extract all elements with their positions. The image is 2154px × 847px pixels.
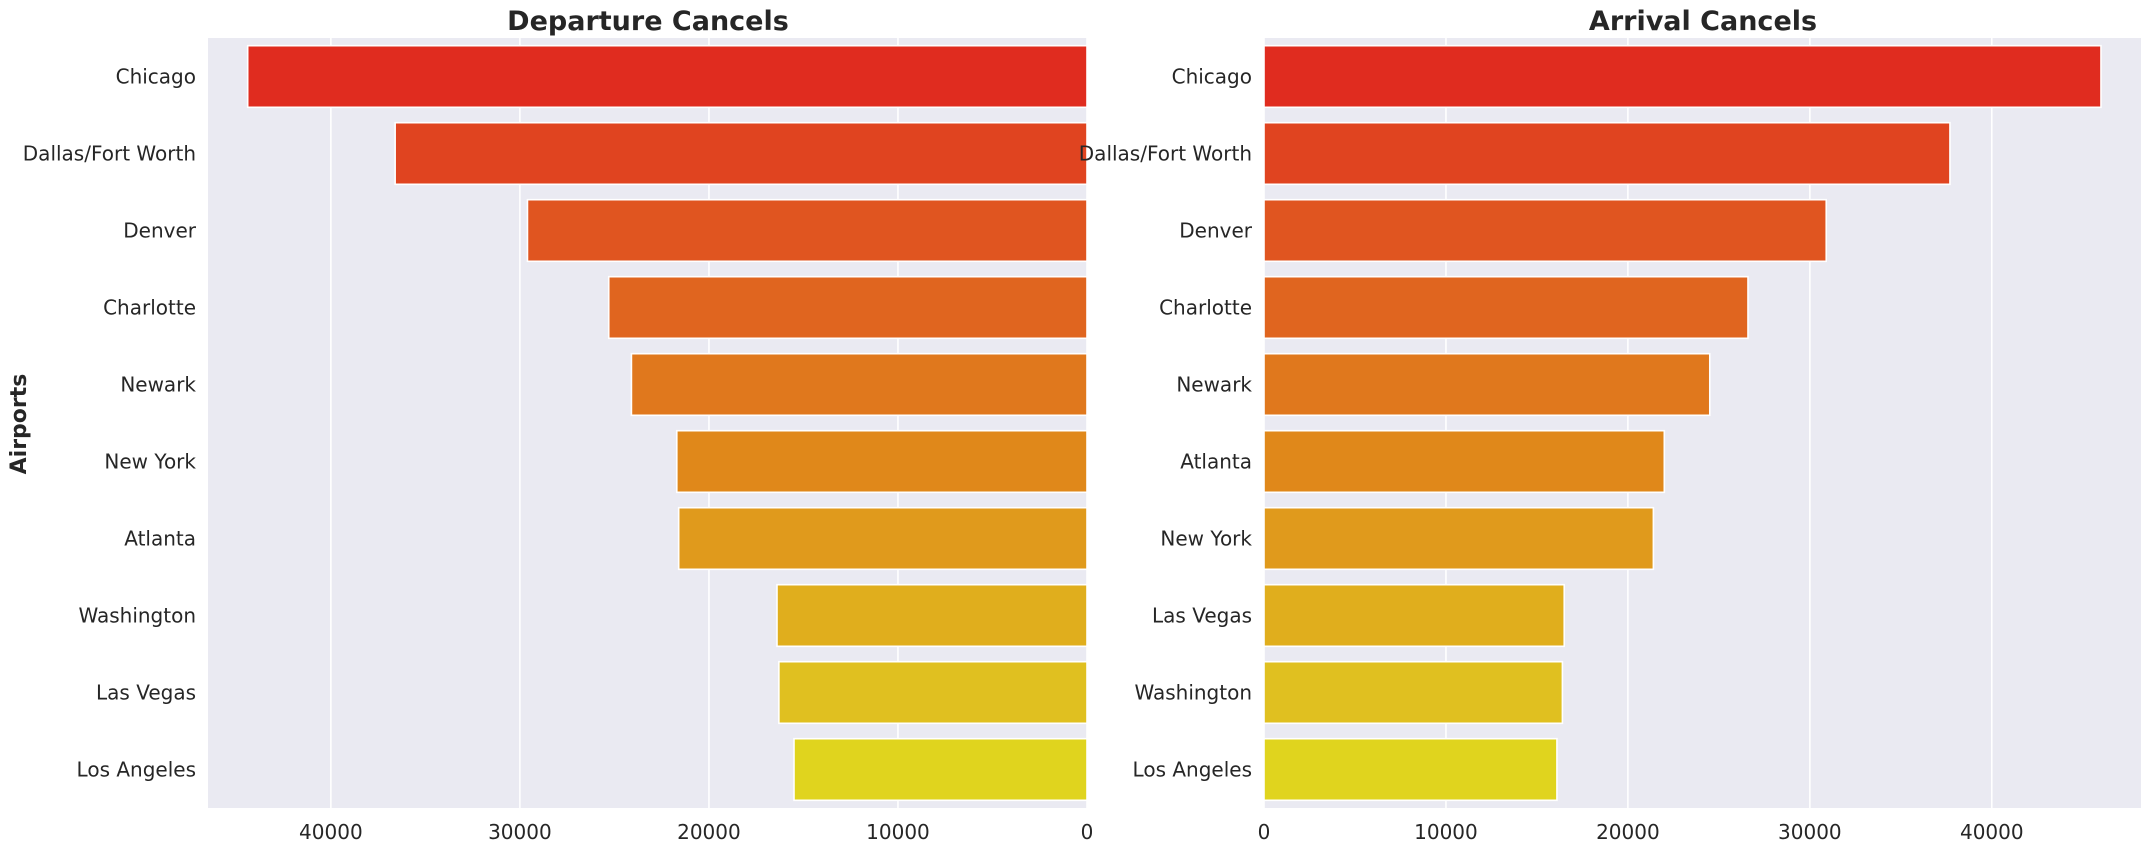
- left-category-label: Atlanta: [124, 527, 196, 551]
- left-category-label: Denver: [123, 219, 197, 243]
- left-bar-dallas-fort-worth: [394, 121, 1088, 186]
- right-category-label: Newark: [1176, 373, 1252, 397]
- left-bar-chicago: [246, 44, 1088, 109]
- departure-chart: 40000 30000 20000 10000 0 Chicago Dallas/Fort …: [23, 38, 1094, 844]
- left-category-label: Los Angeles: [77, 758, 196, 782]
- right-x-tick-label: 40000: [1960, 820, 2024, 844]
- left-category-label: Chicago: [116, 65, 196, 89]
- left-category-label: Las Vegas: [96, 681, 196, 705]
- right-bar-los-angeles: [1263, 737, 1558, 802]
- left-bar-new-york: [675, 429, 1088, 494]
- right-category-label: Denver: [1179, 219, 1253, 243]
- left-category-label: Dallas/Fort Worth: [23, 142, 196, 166]
- right-category-label: Dallas/Fort Worth: [1079, 142, 1252, 166]
- left-x-tick-label: 30000: [488, 820, 552, 844]
- left-bar-charlotte: [607, 275, 1088, 340]
- left-x-tick-label: 0: [1081, 820, 1094, 844]
- right-category-label: New York: [1160, 527, 1252, 551]
- left-bar-denver: [526, 198, 1088, 263]
- left-category-label: New York: [104, 450, 196, 474]
- right-category-label: Los Angeles: [1133, 758, 1252, 782]
- right-bar-denver: [1263, 198, 1828, 263]
- left-x-tick-label: 40000: [299, 820, 363, 844]
- right-x-tick-label: 10000: [1414, 820, 1478, 844]
- left-category-label: Charlotte: [103, 296, 196, 320]
- right-bar-atlanta: [1263, 429, 1666, 494]
- right-x-tick-label: 0: [1258, 820, 1271, 844]
- right-x-tick-label: 30000: [1778, 820, 1842, 844]
- left-x-tick-label: 20000: [677, 820, 741, 844]
- right-bar-new-york: [1263, 506, 1655, 571]
- right-x-tick-label: 20000: [1596, 820, 1660, 844]
- right-bar-charlotte: [1263, 275, 1749, 340]
- left-bar-los-angeles: [793, 737, 1088, 802]
- arrival-chart: 0 10000 20000 30000 40000 Chicago Dallas/Fort …: [1079, 38, 2141, 844]
- right-bar-dallas-fort-worth: [1263, 121, 1951, 186]
- y-axis-label: Airports: [7, 374, 32, 475]
- right-bar-washington: [1263, 660, 1564, 725]
- right-bar-las-vegas: [1263, 583, 1566, 648]
- left-bar-las-vegas: [778, 660, 1088, 725]
- right-category-label: Atlanta: [1180, 450, 1252, 474]
- left-bar-atlanta: [677, 506, 1088, 571]
- right-bar-chicago: [1263, 44, 2102, 109]
- left-category-label: Washington: [78, 604, 196, 628]
- right-category-label: Charlotte: [1159, 296, 1252, 320]
- left-bar-washington: [776, 583, 1088, 648]
- left-x-tick-label: 10000: [866, 820, 930, 844]
- right-category-label: Washington: [1134, 681, 1252, 705]
- right-category-label: Las Vegas: [1152, 604, 1252, 628]
- right-category-label: Chicago: [1172, 65, 1252, 89]
- left-chart-title: Departure Cancels: [507, 6, 789, 37]
- right-chart-title: Arrival Cancels: [1589, 6, 1817, 37]
- left-bar-newark: [630, 352, 1088, 417]
- right-bar-newark: [1263, 352, 1711, 417]
- left-category-label: Newark: [120, 373, 196, 397]
